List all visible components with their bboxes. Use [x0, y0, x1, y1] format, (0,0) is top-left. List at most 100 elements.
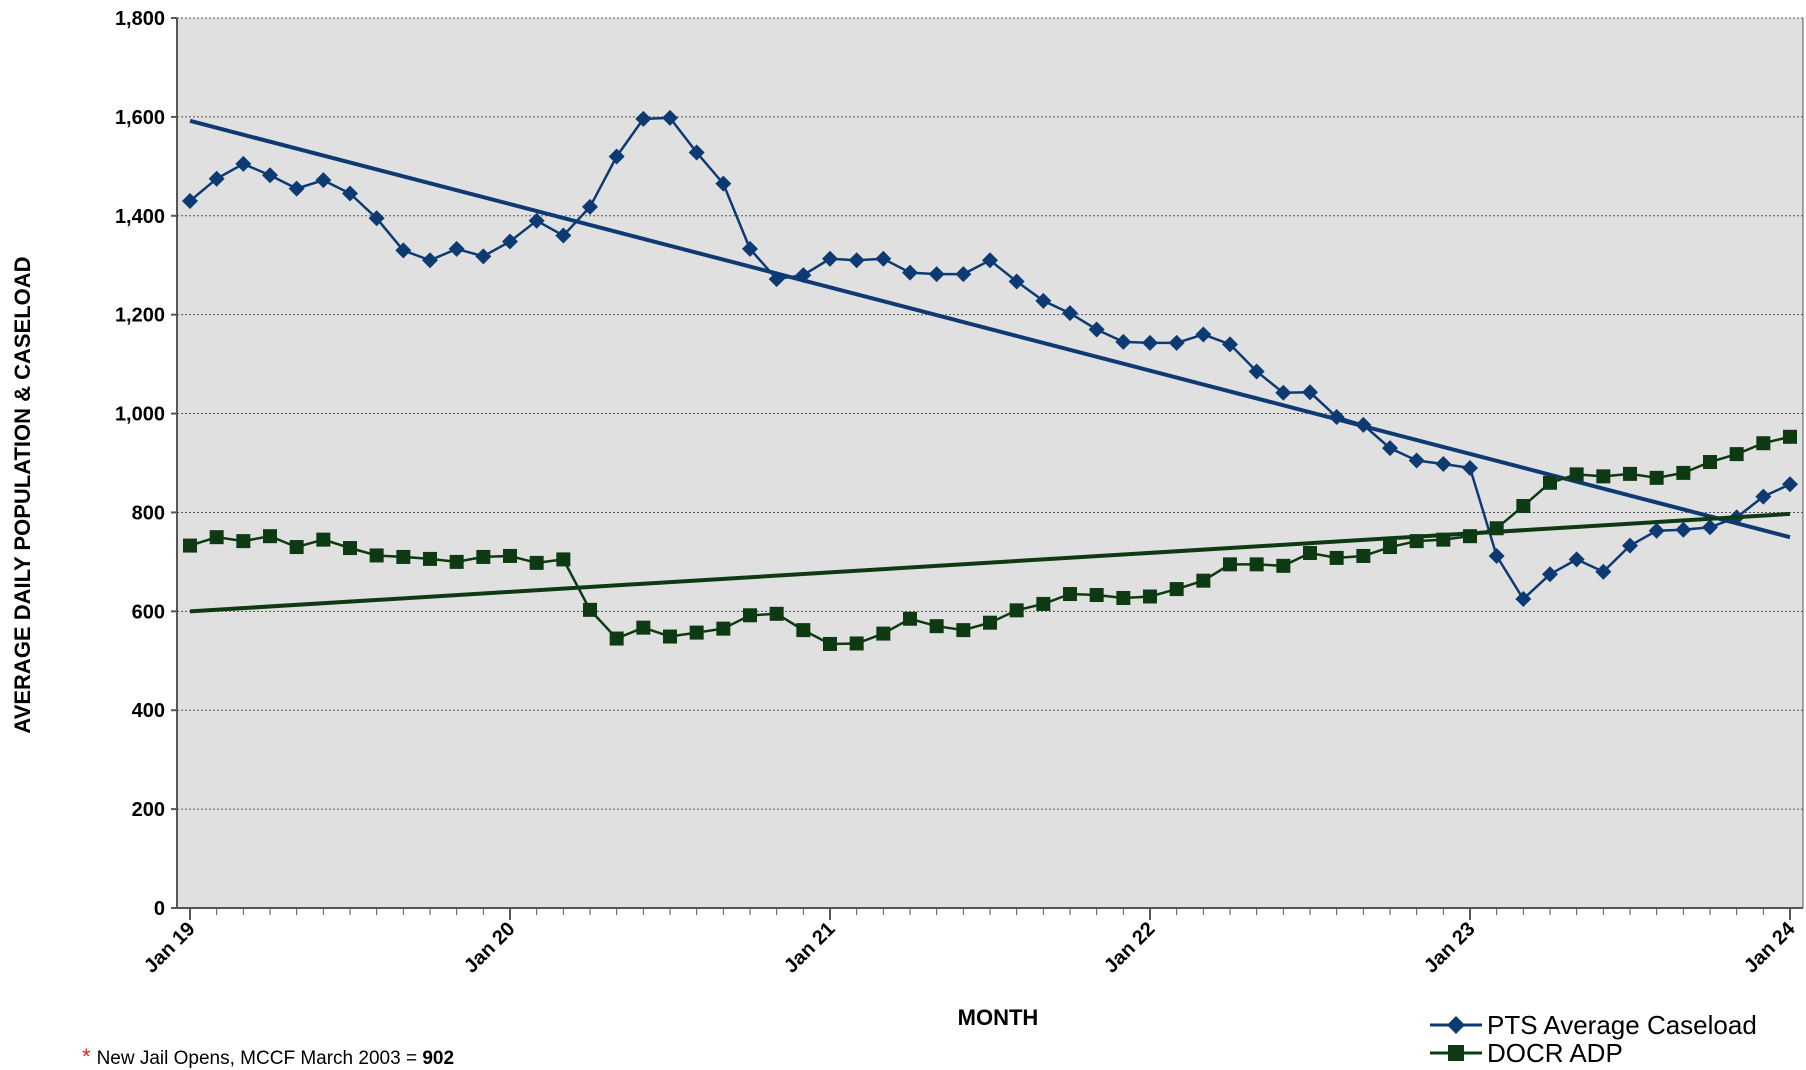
- data-point: [1596, 469, 1611, 484]
- data-point: [1703, 455, 1717, 470]
- data-point: [342, 185, 358, 202]
- data-point: [1623, 466, 1637, 481]
- data-point: [502, 233, 518, 250]
- data-point: [1009, 603, 1024, 618]
- data-point: [369, 548, 384, 563]
- data-point: [982, 252, 998, 269]
- data-point: [343, 541, 357, 556]
- data-point: [316, 532, 331, 547]
- y-tick-label: 800: [132, 502, 165, 524]
- data-point: [262, 167, 278, 184]
- data-point: [503, 548, 517, 563]
- data-point: [609, 631, 624, 646]
- data-point: [1569, 467, 1584, 482]
- data-point: [1036, 596, 1051, 611]
- data-point: [929, 619, 944, 634]
- data-point: [1676, 465, 1691, 480]
- y-tick-label: 1,600: [115, 107, 165, 129]
- x-tick-label: Jan 22: [1100, 918, 1160, 978]
- series: [182, 109, 1798, 651]
- data-point: [1516, 499, 1531, 514]
- legend-item-pts: PTS Average Caseload: [1430, 1010, 1757, 1040]
- data-point: [1035, 292, 1052, 309]
- footnote-value: 902: [422, 1048, 455, 1069]
- data-point: [636, 620, 651, 635]
- data-point: [1542, 566, 1558, 583]
- y-axis-title: AVERAGE DAILY POPULATION & CASELOAD: [10, 256, 35, 733]
- data-point: [822, 250, 838, 267]
- data-point: [235, 155, 252, 172]
- data-point: [582, 198, 598, 215]
- data-point: [1088, 321, 1105, 338]
- data-point: [1729, 447, 1744, 462]
- x-tick-label: Jan 20: [460, 918, 520, 978]
- trendline: [189, 118, 1791, 540]
- data-point: [1062, 305, 1078, 322]
- data-point: [689, 625, 704, 640]
- data-point: [289, 540, 304, 555]
- data-point: [1275, 384, 1292, 401]
- data-point: [475, 248, 492, 265]
- data-point: [395, 242, 412, 259]
- data-point: [608, 148, 625, 165]
- data-point: [1168, 334, 1185, 351]
- data-point: [662, 109, 678, 126]
- footnote-text: New Jail Opens, MCCF March 2003 =: [96, 1048, 423, 1069]
- x-tick-label: Jan 19: [140, 918, 200, 978]
- data-point: [1382, 440, 1398, 457]
- data-point: [208, 170, 225, 187]
- data-point: [1648, 522, 1665, 539]
- y-tick-label: 200: [132, 799, 165, 821]
- data-point: [528, 212, 545, 229]
- plot-area: [177, 18, 1803, 908]
- data-point: [236, 534, 251, 549]
- data-point: [1383, 540, 1397, 555]
- footnote: * New Jail Opens, MCCF March 2003 = 902: [82, 1044, 454, 1070]
- x-tick-label: Jan 24: [1740, 917, 1800, 977]
- data-point: [1169, 582, 1184, 597]
- data-point: [583, 602, 597, 617]
- data-point: [1436, 532, 1451, 547]
- data-point: [1489, 521, 1504, 536]
- data-point: [663, 629, 677, 644]
- data-point: [1249, 557, 1264, 572]
- y-tick-label: 600: [132, 601, 165, 623]
- y-tick-label: 1,800: [115, 8, 165, 30]
- legend-diamond-marker: [1447, 1016, 1465, 1034]
- data-point: [743, 608, 757, 623]
- data-point: [1142, 334, 1158, 351]
- data-point: [1303, 545, 1317, 560]
- legend-item-docr: DOCR ADP: [1430, 1038, 1623, 1068]
- data-point: [1143, 589, 1157, 604]
- data-point: [1008, 273, 1025, 290]
- data-point: [1116, 590, 1131, 605]
- data-point: [768, 271, 785, 288]
- data-point: [875, 250, 892, 267]
- data-point: [716, 621, 731, 636]
- data-point: [902, 264, 918, 281]
- data-point: [1195, 326, 1212, 343]
- data-point: [848, 252, 865, 269]
- data-point: [422, 252, 438, 269]
- data-point: [1622, 537, 1638, 554]
- data-point: [1223, 557, 1237, 572]
- data-point: [396, 549, 411, 564]
- data-point: [1276, 558, 1291, 573]
- data-point: [1595, 563, 1612, 580]
- y-tick-label: 1,400: [115, 206, 165, 228]
- data-point: [955, 266, 972, 283]
- x-axis-ticks: Jan 19 Jan 20 Jan 21 Jan 22 Jan 23 Jan 24: [140, 908, 1800, 978]
- trendline: [189, 511, 1791, 614]
- data-point: [876, 626, 891, 641]
- data-point: [1783, 429, 1797, 444]
- data-point: [983, 615, 997, 630]
- data-point: [1649, 470, 1664, 485]
- footnote-asterisk: *: [82, 1044, 91, 1069]
- data-point: [1328, 409, 1345, 426]
- data-point: [823, 636, 837, 651]
- data-point: [1329, 550, 1344, 565]
- data-point: [956, 623, 971, 638]
- data-point: [1356, 548, 1371, 563]
- data-point: [263, 529, 277, 544]
- data-point: [555, 227, 572, 244]
